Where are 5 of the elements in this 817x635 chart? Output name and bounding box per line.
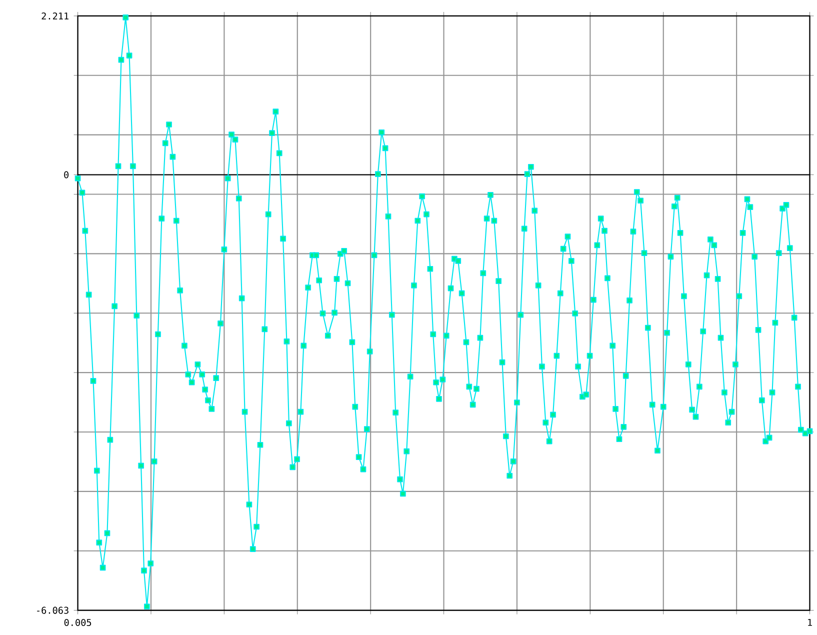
x-tick-label: 1 (808, 618, 812, 626)
x-tick-label: 0.005 (64, 618, 92, 626)
y-tick-label: -6.063 (37, 606, 68, 614)
y-tick-label: 2.211 (42, 12, 68, 20)
y-tick-label: 0 (64, 171, 69, 178)
